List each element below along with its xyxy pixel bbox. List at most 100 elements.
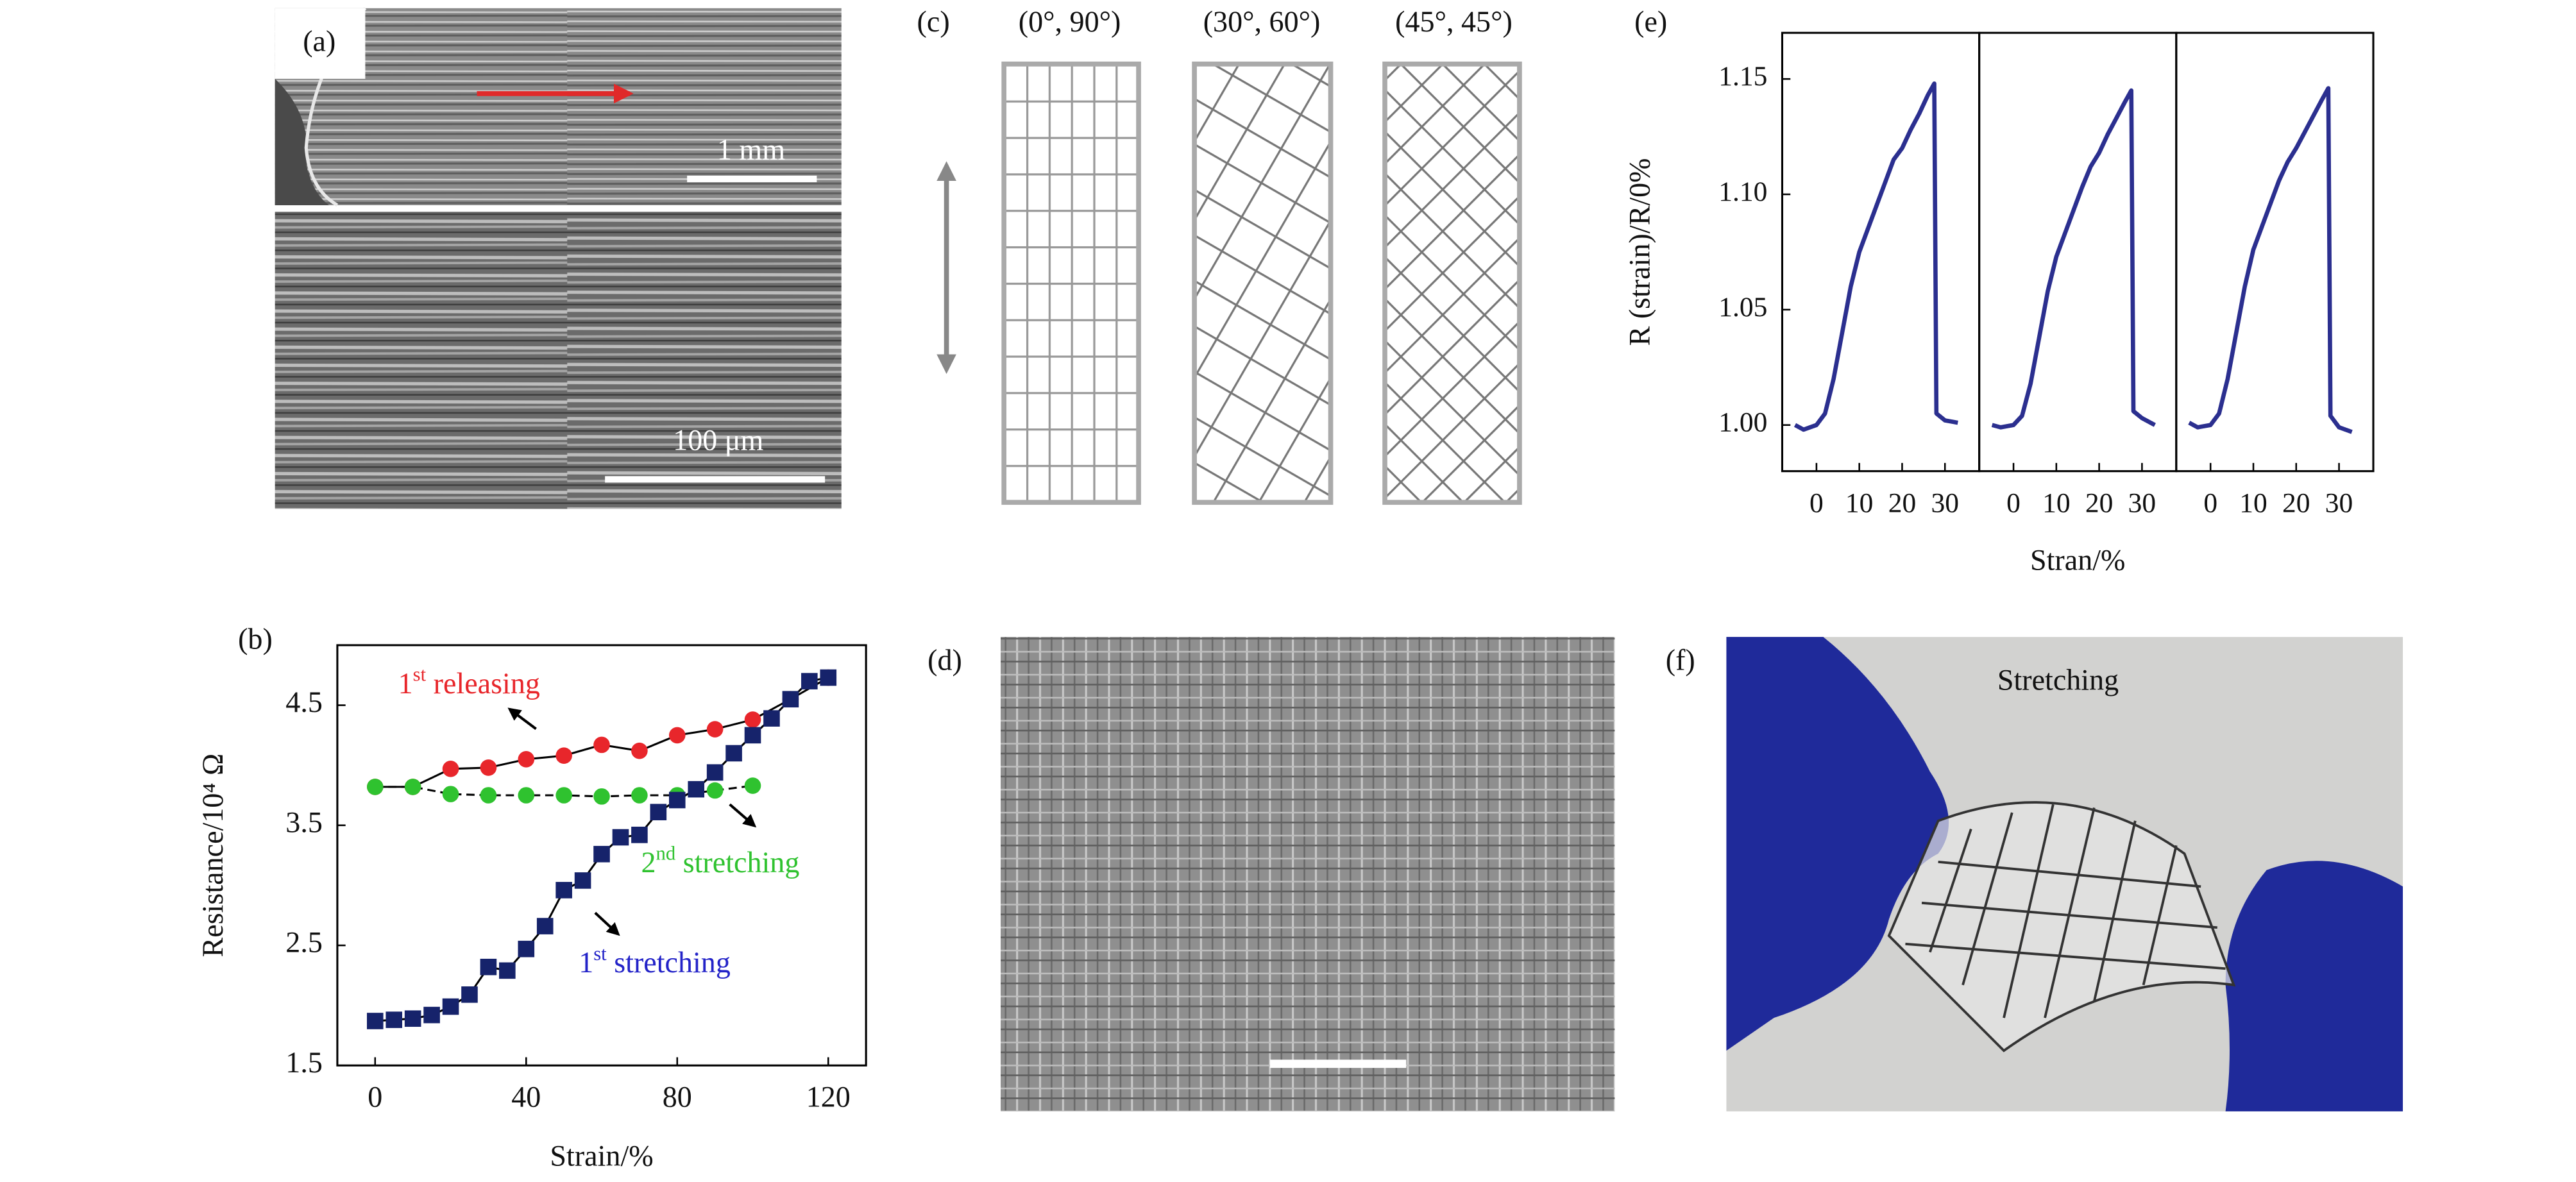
marker bbox=[744, 727, 761, 744]
marker bbox=[801, 673, 818, 689]
grid-pattern bbox=[1382, 61, 1522, 505]
glove bbox=[1726, 637, 1949, 1051]
marker bbox=[555, 747, 572, 764]
y-tick-label: 2.5 bbox=[285, 926, 323, 959]
marker bbox=[593, 845, 610, 863]
marker bbox=[668, 727, 686, 744]
marker bbox=[744, 777, 761, 794]
plot-frame bbox=[336, 644, 867, 1067]
marker bbox=[631, 826, 648, 843]
marker bbox=[386, 1011, 403, 1028]
annotation: 1st stretching bbox=[579, 943, 731, 979]
x-tick-label: 40 bbox=[511, 1081, 541, 1113]
marker bbox=[593, 736, 610, 754]
scale-label: 1 mm bbox=[717, 133, 785, 166]
panel-f: (f) Stretching bbox=[1666, 637, 2403, 1111]
x-tick-label: 0 bbox=[368, 1081, 382, 1113]
pattern-label: (45°, 45°) bbox=[1395, 5, 1513, 38]
marker bbox=[725, 745, 742, 762]
annotation-part: stretching bbox=[607, 946, 731, 979]
sem-image bbox=[1001, 637, 1615, 1111]
annotation-part: stretching bbox=[675, 846, 799, 879]
marker bbox=[631, 742, 648, 759]
x-tick-label: 10 bbox=[2239, 487, 2267, 518]
series-line bbox=[2188, 86, 2353, 434]
marker bbox=[593, 788, 610, 805]
annotation-part: 2 bbox=[641, 846, 656, 879]
scale-label: 100 μm bbox=[673, 424, 763, 457]
plot-frame bbox=[1781, 31, 1981, 473]
glove bbox=[2225, 861, 2403, 1111]
annotation-part: 1 bbox=[579, 946, 593, 979]
marker bbox=[480, 759, 497, 776]
sem-edge bbox=[275, 78, 330, 205]
annotation-arrow bbox=[594, 911, 620, 936]
marker bbox=[763, 710, 780, 727]
marker bbox=[612, 829, 629, 846]
marker bbox=[404, 1010, 421, 1027]
annotation-part: 1 bbox=[398, 667, 413, 700]
x-tick-label: 20 bbox=[1888, 487, 1917, 518]
marker bbox=[536, 918, 554, 934]
panel-label: (a) bbox=[303, 25, 335, 58]
y-tick-label: 4.5 bbox=[285, 686, 323, 718]
panel-c: (c) (0°, 90°) (30°, 60°) (45°, 45°) bbox=[917, 5, 1522, 505]
y-tick-label: 1.15 bbox=[1718, 61, 1767, 92]
annotation: 1st releasing bbox=[398, 664, 540, 700]
marker bbox=[366, 779, 384, 795]
x-tick-label: 120 bbox=[806, 1081, 851, 1113]
y-axis-label: Resistance/10⁴ Ω bbox=[196, 754, 229, 958]
marker bbox=[706, 721, 724, 738]
mesh-lines bbox=[1905, 804, 2226, 1018]
x-tick-label: 20 bbox=[2085, 487, 2114, 518]
marker bbox=[518, 940, 535, 958]
grid-pattern bbox=[1001, 61, 1141, 505]
marker bbox=[688, 781, 705, 798]
marker bbox=[631, 787, 648, 804]
series-line bbox=[1991, 88, 2157, 430]
annotation: 2nd stretching bbox=[641, 843, 799, 879]
x-tick-label: 0 bbox=[2006, 487, 2021, 518]
marker bbox=[480, 787, 497, 804]
y-axis-label: R (strain)/R/0% bbox=[1623, 158, 1656, 346]
annotation-sup: nd bbox=[656, 843, 676, 865]
marker bbox=[782, 691, 799, 708]
marker bbox=[706, 764, 724, 781]
x-tick-label: 20 bbox=[2282, 487, 2310, 518]
marker bbox=[518, 751, 535, 768]
x-tick-label: 10 bbox=[2042, 487, 2071, 518]
x-tick-label: 30 bbox=[2128, 487, 2157, 518]
marker bbox=[423, 1006, 440, 1024]
marker bbox=[442, 761, 459, 777]
photo-caption: Stretching bbox=[1997, 663, 2119, 696]
annotation-arrows bbox=[507, 707, 757, 936]
marker bbox=[499, 962, 516, 979]
plot-frame bbox=[1978, 31, 2178, 473]
marker bbox=[442, 786, 459, 802]
marker bbox=[555, 882, 572, 899]
panel-label: (b) bbox=[238, 622, 273, 655]
annotation-sup: st bbox=[593, 943, 607, 965]
panel-label: (c) bbox=[917, 5, 950, 38]
sem-image-top bbox=[275, 8, 842, 205]
series-line bbox=[1793, 81, 1958, 432]
marker bbox=[404, 779, 421, 795]
panel-label: (d) bbox=[928, 644, 962, 677]
pattern-label: (30°, 60°) bbox=[1203, 5, 1321, 38]
marker bbox=[442, 998, 459, 1015]
y-tick-label: 1.00 bbox=[1718, 407, 1767, 438]
x-tick-label: 30 bbox=[2325, 487, 2353, 518]
marker bbox=[744, 711, 761, 728]
marker bbox=[820, 669, 837, 686]
marker bbox=[461, 986, 478, 1003]
x-tick-label: 80 bbox=[663, 1081, 692, 1113]
marker bbox=[574, 872, 591, 889]
x-axis-label: Stran/% bbox=[2030, 544, 2125, 577]
panel-a: (a) 1 mm 100 μm bbox=[275, 7, 842, 509]
annotation-sup: st bbox=[413, 664, 427, 686]
y-tick-label: 1.10 bbox=[1718, 176, 1767, 207]
marker bbox=[555, 787, 572, 804]
marker bbox=[518, 787, 535, 804]
